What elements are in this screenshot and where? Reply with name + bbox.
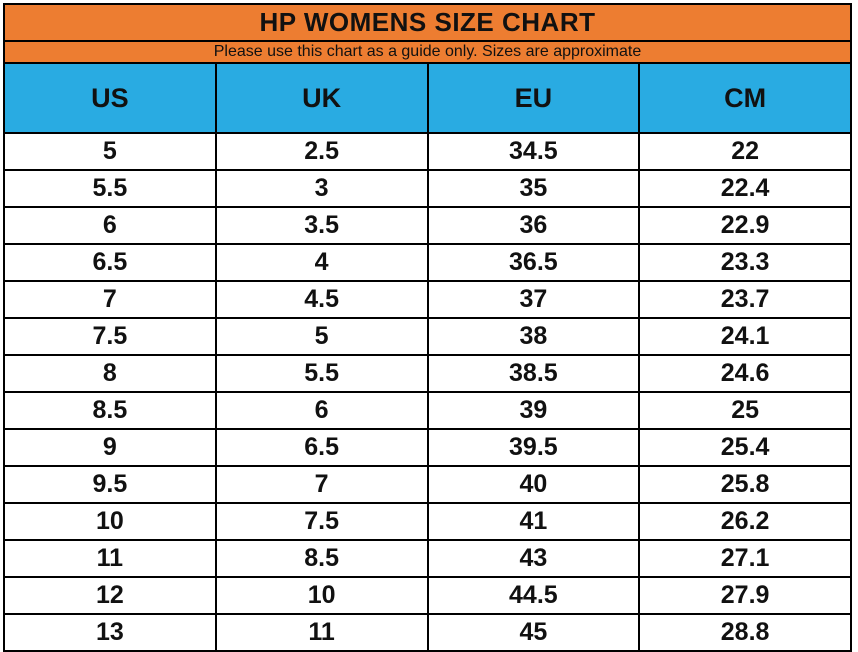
table-cell: 36.5 — [426, 243, 641, 282]
table-cell: 6.5 — [214, 428, 429, 467]
table-cell: 22.4 — [638, 169, 852, 208]
table-row: 6.5 4 36.5 23.3 — [3, 243, 852, 282]
table-row: 5 2.5 34.5 22 — [3, 132, 852, 171]
table-row: 7 4.5 37 23.7 — [3, 280, 852, 319]
table-cell: 7.5 — [3, 317, 217, 356]
table-cell: 7.5 — [214, 502, 429, 541]
table-cell: 6 — [3, 206, 217, 245]
table-cell: 4.5 — [214, 280, 429, 319]
table-cell: 28.8 — [638, 613, 852, 652]
table-cell: 3 — [214, 169, 429, 208]
table-cell: 23.7 — [638, 280, 852, 319]
table-row: 9 6.5 39.5 25.4 — [3, 428, 852, 467]
table-cell: 8 — [3, 354, 217, 393]
table-row: 12 10 44.5 27.9 — [3, 576, 852, 615]
table-cell: 9.5 — [3, 465, 217, 504]
chart-title: HP WOMENS SIZE CHART — [3, 3, 852, 42]
table-row: 6 3.5 36 22.9 — [3, 206, 852, 245]
table-row: 5.5 3 35 22.4 — [3, 169, 852, 208]
table-cell: 5.5 — [214, 354, 429, 393]
column-header-uk: UK — [214, 62, 429, 134]
table-cell: 22 — [638, 132, 852, 171]
table-cell: 4 — [214, 243, 429, 282]
table-cell: 8.5 — [3, 391, 217, 430]
table-cell: 25 — [638, 391, 852, 430]
size-chart-table: HP WOMENS SIZE CHART Please use this cha… — [3, 3, 852, 652]
title-row: HP WOMENS SIZE CHART — [3, 3, 852, 42]
table-cell: 24.6 — [638, 354, 852, 393]
subtitle-row: Please use this chart as a guide only. S… — [3, 40, 852, 64]
table-cell: 41 — [426, 502, 641, 541]
table-cell: 44.5 — [426, 576, 641, 615]
table-cell: 27.9 — [638, 576, 852, 615]
table-cell: 43 — [426, 539, 641, 578]
table-cell: 7 — [214, 465, 429, 504]
table-cell: 25.4 — [638, 428, 852, 467]
table-cell: 26.2 — [638, 502, 852, 541]
table-cell: 3.5 — [214, 206, 429, 245]
table-cell: 10 — [214, 576, 429, 615]
column-header-cm: CM — [638, 62, 852, 134]
table-cell: 39 — [426, 391, 641, 430]
table-cell: 38 — [426, 317, 641, 356]
table-cell: 5 — [3, 132, 217, 171]
table-row: 9.5 7 40 25.8 — [3, 465, 852, 504]
table-row: 10 7.5 41 26.2 — [3, 502, 852, 541]
column-header-us: US — [3, 62, 217, 134]
chart-subtitle: Please use this chart as a guide only. S… — [3, 40, 852, 64]
table-cell: 10 — [3, 502, 217, 541]
table-cell: 6.5 — [3, 243, 217, 282]
table-cell: 7 — [3, 280, 217, 319]
table-cell: 35 — [426, 169, 641, 208]
table-cell: 27.1 — [638, 539, 852, 578]
table-cell: 34.5 — [426, 132, 641, 171]
table-cell: 2.5 — [214, 132, 429, 171]
column-header-eu: EU — [426, 62, 641, 134]
table-cell: 11 — [214, 613, 429, 652]
table-cell: 39.5 — [426, 428, 641, 467]
table-row: 11 8.5 43 27.1 — [3, 539, 852, 578]
table-row: 8.5 6 39 25 — [3, 391, 852, 430]
table-row: 7.5 5 38 24.1 — [3, 317, 852, 356]
table-cell: 6 — [214, 391, 429, 430]
table-cell: 22.9 — [638, 206, 852, 245]
table-cell: 23.3 — [638, 243, 852, 282]
table-cell: 25.8 — [638, 465, 852, 504]
table-cell: 13 — [3, 613, 217, 652]
table-cell: 45 — [426, 613, 641, 652]
table-row: 13 11 45 28.8 — [3, 613, 852, 652]
table-cell: 38.5 — [426, 354, 641, 393]
table-cell: 36 — [426, 206, 641, 245]
table-cell: 5.5 — [3, 169, 217, 208]
table-cell: 8.5 — [214, 539, 429, 578]
table-cell: 24.1 — [638, 317, 852, 356]
table-row: 8 5.5 38.5 24.6 — [3, 354, 852, 393]
table-cell: 12 — [3, 576, 217, 615]
column-header-row: US UK EU CM — [3, 62, 852, 134]
size-table-body: 5 2.5 34.5 22 5.5 3 35 22.4 6 3.5 36 22.9 6.5 4 36.5 23… — [3, 132, 852, 652]
table-cell: 11 — [3, 539, 217, 578]
table-cell: 37 — [426, 280, 641, 319]
table-cell: 5 — [214, 317, 429, 356]
table-cell: 9 — [3, 428, 217, 467]
table-cell: 40 — [426, 465, 641, 504]
